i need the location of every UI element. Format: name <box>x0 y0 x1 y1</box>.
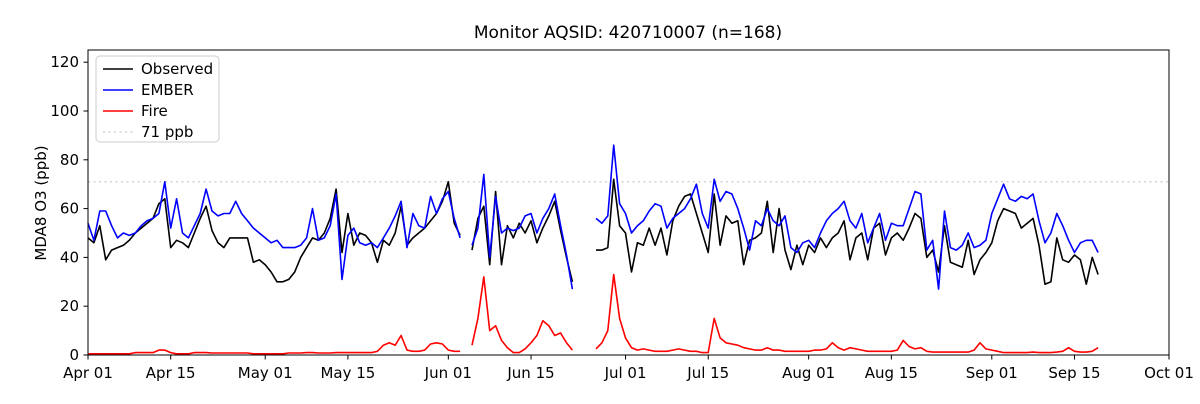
series-line-observed <box>596 178 1099 286</box>
x-tick-label: May 01 <box>238 364 293 382</box>
x-tick-label: Jun 01 <box>424 364 472 382</box>
legend: Observed EMBER Fire 71 ppb <box>95 55 220 143</box>
y-tick-label: 100 <box>50 102 79 120</box>
x-tick-label: Jul 15 <box>686 364 729 382</box>
x-tick-label: Sep 01 <box>966 364 1018 382</box>
series-line-observed <box>87 181 461 283</box>
legend-box <box>95 55 220 143</box>
legend-label: Fire <box>141 102 168 120</box>
series-line-ember <box>87 181 461 281</box>
y-tick-label: 40 <box>60 248 79 266</box>
series-line-observed <box>471 190 574 282</box>
series-line-ember <box>595 144 1099 290</box>
x-tick-label: May 15 <box>320 364 375 382</box>
legend-label: Observed <box>141 60 213 78</box>
x-tick-label: Aug 01 <box>782 364 835 382</box>
plot-border <box>87 49 1170 356</box>
x-tick-label: Sep 15 <box>1048 364 1100 382</box>
series-line-fire <box>88 334 461 355</box>
legend-label: EMBER <box>141 81 194 99</box>
series-line-ember <box>471 173 574 290</box>
plot-area <box>87 144 1169 355</box>
series-line-fire <box>595 273 1099 354</box>
y-tick-label: 0 <box>69 346 79 364</box>
series-line-fire <box>471 276 574 354</box>
y-tick-label: 60 <box>60 200 79 218</box>
chart-title: Monitor AQSID: 420710007 (n=168) <box>474 23 782 43</box>
axes: Apr 01 Apr 15 May 01 May 15 Jun 01 Jun 15 Jul … <box>50 49 1194 382</box>
y-tick-label: 80 <box>60 151 79 169</box>
x-tick-label: Apr 15 <box>146 364 196 382</box>
y-tick-label: 120 <box>50 53 79 71</box>
y-axis-label: MDA8 O3 (ppb) <box>32 145 50 260</box>
legend-label: 71 ppb <box>141 123 193 141</box>
x-tick-label: Jun 15 <box>506 364 554 382</box>
x-tick-label: Aug 15 <box>865 364 918 382</box>
x-tick-label: Oct 01 <box>1144 364 1194 382</box>
x-tick-label: Jul 01 <box>604 364 647 382</box>
x-tick-label: Apr 01 <box>63 364 113 382</box>
y-tick-label: 20 <box>60 297 79 315</box>
